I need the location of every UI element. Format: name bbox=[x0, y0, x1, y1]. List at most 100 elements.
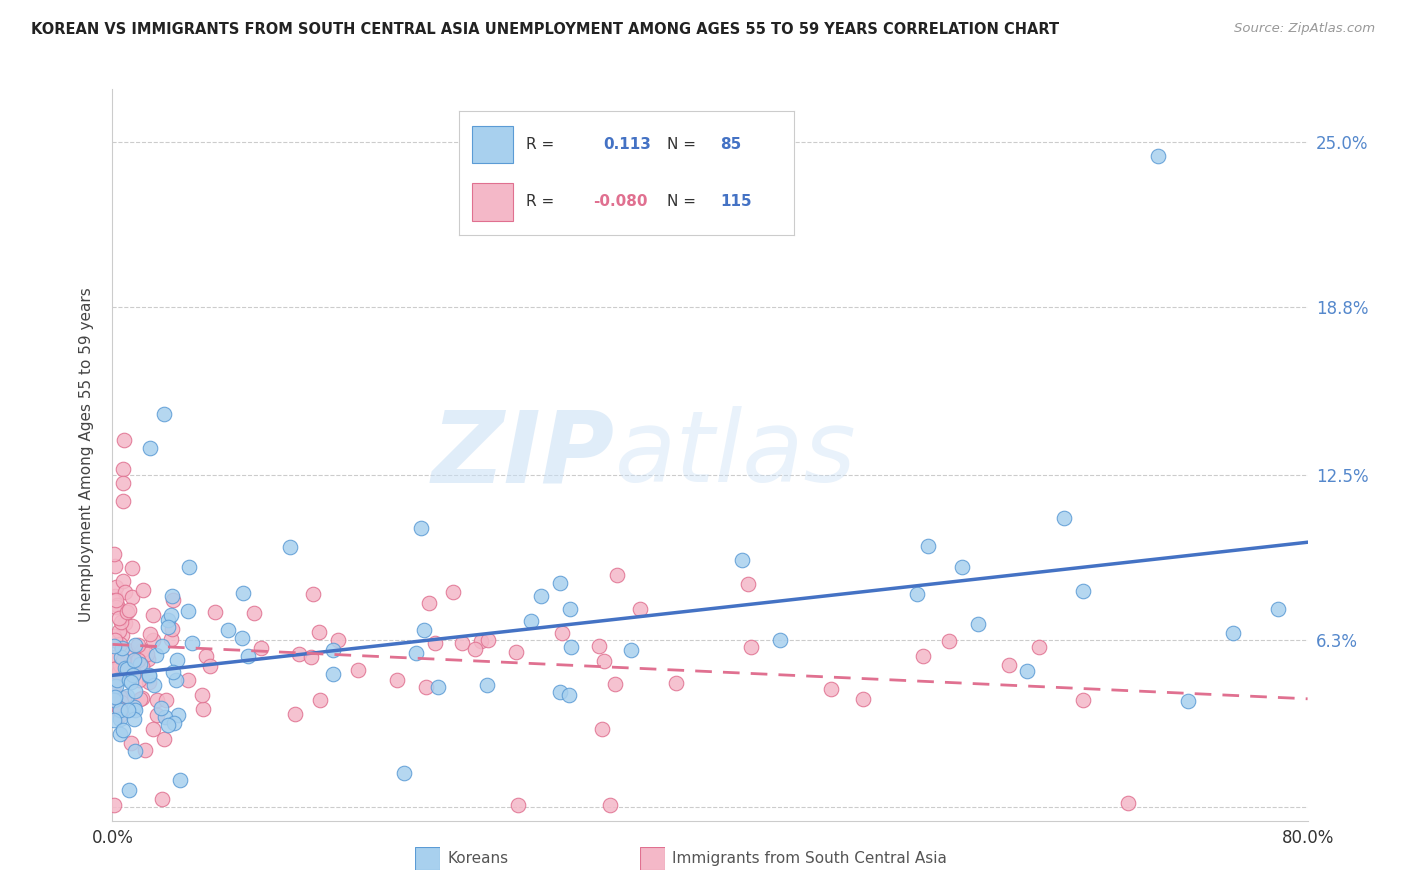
Point bbox=[131, 659, 153, 673]
Point bbox=[548, 685, 571, 699]
Text: ZIP: ZIP bbox=[432, 407, 614, 503]
Point bbox=[160, 632, 183, 646]
Text: KOREAN VS IMMIGRANTS FROM SOUTH CENTRAL ASIA UNEMPLOYMENT AMONG AGES 55 TO 59 YE: KOREAN VS IMMIGRANTS FROM SOUTH CENTRAL … bbox=[31, 22, 1059, 37]
Point bbox=[112, 574, 135, 588]
Point bbox=[108, 611, 131, 625]
Point bbox=[104, 593, 127, 607]
Point bbox=[112, 691, 135, 706]
Point bbox=[104, 580, 127, 594]
Point bbox=[605, 677, 627, 691]
Point bbox=[122, 712, 145, 726]
Point bbox=[162, 665, 184, 680]
Point bbox=[112, 723, 135, 738]
Point bbox=[110, 695, 132, 709]
Point bbox=[149, 701, 172, 715]
Point bbox=[127, 638, 149, 652]
Point bbox=[191, 688, 214, 702]
Point bbox=[477, 678, 499, 692]
Point bbox=[308, 625, 330, 640]
Point bbox=[108, 708, 131, 723]
Point bbox=[177, 673, 200, 687]
Point bbox=[103, 690, 125, 704]
Point bbox=[108, 637, 131, 651]
Point bbox=[104, 599, 127, 614]
Point bbox=[138, 675, 160, 690]
Point bbox=[180, 636, 202, 650]
Point bbox=[599, 797, 621, 812]
Point bbox=[112, 462, 135, 476]
Point bbox=[108, 703, 131, 717]
Point bbox=[548, 575, 571, 590]
Point bbox=[107, 673, 129, 687]
Point bbox=[278, 540, 301, 554]
Point bbox=[162, 593, 184, 607]
Point bbox=[104, 649, 127, 664]
Point bbox=[115, 689, 138, 703]
Point bbox=[117, 703, 139, 717]
Point bbox=[950, 560, 973, 574]
Point bbox=[441, 585, 464, 599]
Point bbox=[127, 652, 149, 666]
Point bbox=[139, 627, 162, 641]
Point bbox=[115, 606, 138, 620]
Point bbox=[1073, 583, 1095, 598]
Point bbox=[165, 673, 187, 688]
Point bbox=[169, 773, 191, 788]
Point bbox=[740, 640, 762, 654]
Point bbox=[110, 615, 132, 629]
Point bbox=[114, 661, 136, 675]
Point bbox=[111, 640, 134, 655]
Point bbox=[124, 638, 146, 652]
Point bbox=[159, 608, 181, 623]
Point bbox=[163, 715, 186, 730]
Point bbox=[665, 675, 688, 690]
Point bbox=[108, 712, 131, 726]
Point bbox=[308, 692, 330, 706]
Point bbox=[217, 623, 239, 637]
Point bbox=[150, 640, 173, 654]
Y-axis label: Unemployment Among Ages 55 to 59 years: Unemployment Among Ages 55 to 59 years bbox=[79, 287, 94, 623]
Point bbox=[470, 634, 492, 648]
Point bbox=[136, 647, 159, 661]
Point bbox=[118, 783, 141, 797]
Point bbox=[108, 624, 131, 638]
Point bbox=[142, 633, 165, 648]
Point bbox=[121, 668, 143, 682]
Point bbox=[588, 639, 610, 653]
Point bbox=[112, 434, 135, 448]
Point bbox=[128, 673, 150, 687]
Point bbox=[413, 623, 436, 637]
Point bbox=[118, 673, 141, 688]
Point bbox=[328, 632, 350, 647]
Point bbox=[506, 797, 529, 812]
Point bbox=[124, 684, 146, 698]
Point bbox=[231, 632, 253, 646]
Point bbox=[385, 673, 408, 688]
Text: Koreans: Koreans bbox=[447, 852, 508, 866]
Point bbox=[204, 605, 226, 619]
Point bbox=[103, 697, 125, 711]
Point bbox=[104, 558, 127, 573]
Point bbox=[322, 667, 344, 681]
Point bbox=[966, 617, 988, 632]
Point bbox=[288, 647, 311, 661]
Point bbox=[415, 680, 437, 694]
Point bbox=[124, 700, 146, 714]
Point bbox=[451, 636, 474, 650]
Point bbox=[236, 648, 259, 663]
Point bbox=[232, 586, 254, 600]
Point bbox=[284, 707, 307, 722]
Point bbox=[110, 650, 132, 665]
Point bbox=[153, 732, 176, 747]
Point bbox=[103, 713, 125, 727]
Point bbox=[162, 589, 184, 603]
Point bbox=[114, 585, 136, 599]
Point bbox=[1118, 796, 1140, 810]
Point bbox=[105, 599, 128, 613]
Point bbox=[124, 703, 146, 717]
Point bbox=[418, 596, 440, 610]
Point bbox=[114, 654, 136, 668]
Point bbox=[558, 689, 581, 703]
Point bbox=[156, 718, 179, 732]
Point bbox=[346, 664, 368, 678]
